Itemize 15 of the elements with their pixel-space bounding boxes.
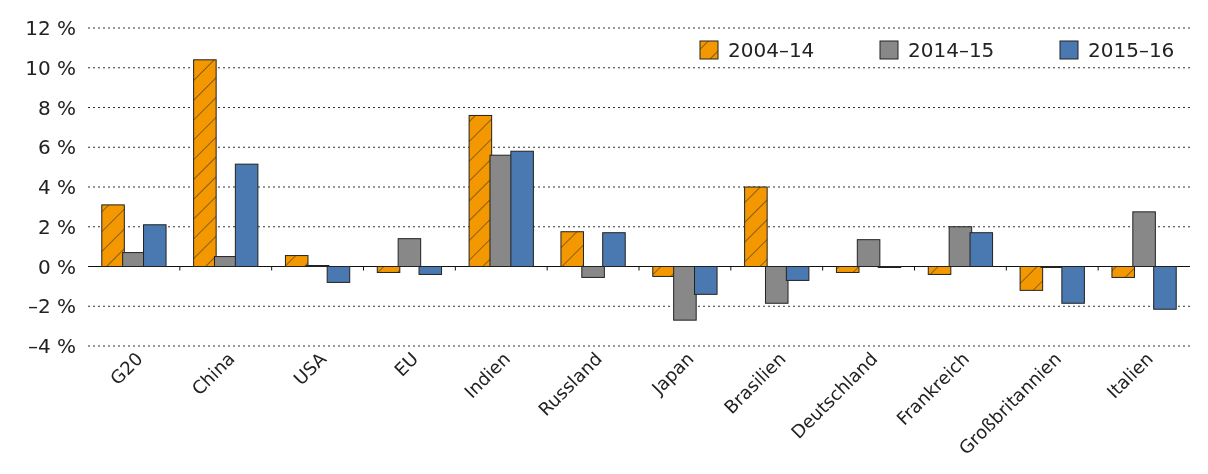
y-tick-label: –4 % (27, 334, 76, 358)
y-tick-label: 8 % (37, 95, 76, 120)
y-tick-label: 6 % (37, 135, 76, 160)
legend-label: 2015–16 (1088, 38, 1175, 62)
legend-label: 2004–14 (728, 38, 815, 62)
y-tick-label: 2 % (37, 214, 76, 239)
y-tick-label: –2 % (27, 294, 76, 319)
y-tick-label: 10 % (25, 55, 76, 80)
x-tick-label: G20 (105, 347, 147, 389)
x-tick-label: USA (289, 347, 331, 390)
y-tick-label: 4 % (37, 175, 76, 199)
y-tick-label: 0 % (37, 254, 76, 279)
legend-label: 2014–15 (908, 38, 995, 62)
x-tick-label: EU (390, 347, 423, 381)
y-tick-label: 12 % (25, 16, 76, 40)
